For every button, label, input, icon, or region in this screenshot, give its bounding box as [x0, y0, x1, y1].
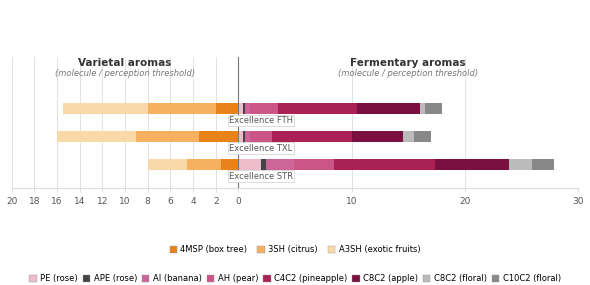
Bar — [250, 131, 273, 142]
Text: Fermentary aromas: Fermentary aromas — [350, 58, 466, 68]
Bar — [136, 131, 199, 142]
Bar — [358, 103, 419, 115]
Bar — [216, 103, 238, 115]
Bar — [352, 131, 402, 142]
Bar — [250, 103, 278, 115]
Bar — [238, 103, 243, 115]
Bar — [221, 158, 238, 170]
Bar — [414, 131, 431, 142]
Bar — [532, 158, 555, 170]
Bar — [294, 158, 333, 170]
Text: Excellence FTH: Excellence FTH — [229, 116, 293, 125]
Bar — [148, 158, 188, 170]
Bar — [188, 158, 221, 170]
Bar — [238, 158, 261, 170]
Bar — [199, 131, 238, 142]
Bar — [245, 131, 250, 142]
Bar — [243, 131, 245, 142]
Bar — [425, 103, 442, 115]
Bar — [148, 103, 216, 115]
Bar — [266, 158, 294, 170]
Text: Varietal aromas: Varietal aromas — [78, 58, 172, 68]
Text: Excellence TXL: Excellence TXL — [230, 144, 293, 153]
Bar — [278, 103, 358, 115]
Text: Excellence STR: Excellence STR — [229, 172, 293, 181]
Bar — [435, 158, 509, 170]
Bar — [63, 103, 148, 115]
Bar — [243, 103, 245, 115]
Bar — [245, 103, 250, 115]
Bar — [333, 158, 435, 170]
Bar — [273, 131, 352, 142]
Text: (molecule / perception threshold): (molecule / perception threshold) — [338, 69, 478, 78]
Legend: PE (rose), APE (rose), AI (banana), AH (pear), C4C2 (pineapple), C8C2 (apple), C: PE (rose), APE (rose), AI (banana), AH (… — [26, 271, 564, 285]
Bar — [57, 131, 136, 142]
Bar — [509, 158, 532, 170]
Bar — [419, 103, 425, 115]
Text: (molecule / perception threshold): (molecule / perception threshold) — [55, 69, 195, 78]
Bar — [261, 158, 266, 170]
Bar — [238, 131, 243, 142]
Bar — [402, 131, 414, 142]
